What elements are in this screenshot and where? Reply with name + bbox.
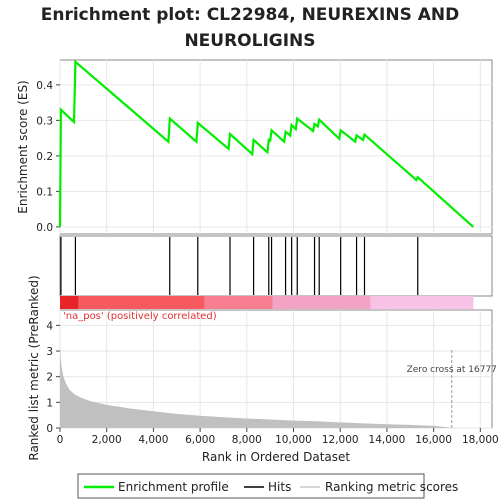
metric-y-tick-label: 2 (46, 372, 53, 384)
rank-bar-segment (370, 296, 474, 309)
enrichment-profile-line (58, 59, 475, 228)
x-axis-ticks: 0 2,000 4,000 6,000 8,000 10,000 12,000 14,000 1… (57, 428, 499, 446)
es-y-tick-label: 0.1 (36, 186, 53, 198)
x-axis-label: Rank in Ordered Dataset (202, 450, 350, 464)
metric-panel-frame (59, 309, 493, 429)
x-tick-label: 10,000 (275, 434, 312, 446)
legend-enrichment-label: Enrichment profile (118, 480, 229, 494)
legend-ranking-label: Ranking metric scores (325, 480, 458, 494)
es-y-tick-label: 0.0 (36, 222, 53, 234)
x-tick-label: 12,000 (322, 434, 359, 446)
metric-y-tick-label: 1 (46, 397, 53, 409)
hit-markers (60, 237, 419, 295)
x-tick-label: 2,000 (92, 434, 122, 446)
es-y-tick-label: 0.2 (36, 151, 53, 163)
x-tick-label: 14,000 (369, 434, 406, 446)
metric-y-tick-label: 3 (46, 346, 53, 358)
es-y-axis-label: Enrichment score (ES) (16, 80, 30, 213)
positive-correlation-label: 'na_pos' (positively correlated) (63, 311, 217, 322)
es-y-tick-label: 0.3 (36, 115, 53, 127)
es-y-tick-label: 0.4 (36, 80, 53, 92)
chart-title-line-2: NEUROLIGINS (184, 31, 315, 51)
legend-frame (77, 473, 425, 499)
rank-bar-segment (272, 296, 371, 309)
rank-bar-segment (204, 296, 273, 309)
x-tick-label: 0 (57, 434, 64, 446)
metric-y-tick-label: 4 (46, 320, 53, 332)
zero-cross-label: Zero cross at 16777 (407, 365, 497, 375)
legend-hits-label: Hits (268, 480, 291, 494)
metric-y-tick-label: 0 (46, 423, 53, 435)
ranking-metric-area (60, 347, 474, 428)
x-tick-label: 18,000 (462, 434, 499, 446)
x-tick-label: 8,000 (232, 434, 262, 446)
es-y-ticks: 0.0 0.1 0.2 0.3 0.4 (36, 80, 60, 234)
rank-bar-segment (78, 296, 205, 309)
legend: Enrichment profile Hits Ranking metric s… (77, 473, 458, 499)
x-tick-label: 6,000 (185, 434, 215, 446)
rank-bar-segment (60, 296, 79, 309)
chart-title-line-1: Enrichment plot: CL22984, NEUREXINS AND (41, 5, 460, 25)
rank-color-bar (60, 296, 474, 309)
es-panel-frame (59, 59, 493, 235)
hits-panel-frame (59, 235, 493, 297)
es-gridlines (59, 60, 492, 234)
metric-y-ticks: 0 1 2 3 4 (46, 320, 60, 435)
x-tick-label: 4,000 (138, 434, 168, 446)
x-tick-label: 16,000 (415, 434, 452, 446)
metric-y-axis-label: Ranked list metric (PreRanked) (27, 275, 41, 460)
